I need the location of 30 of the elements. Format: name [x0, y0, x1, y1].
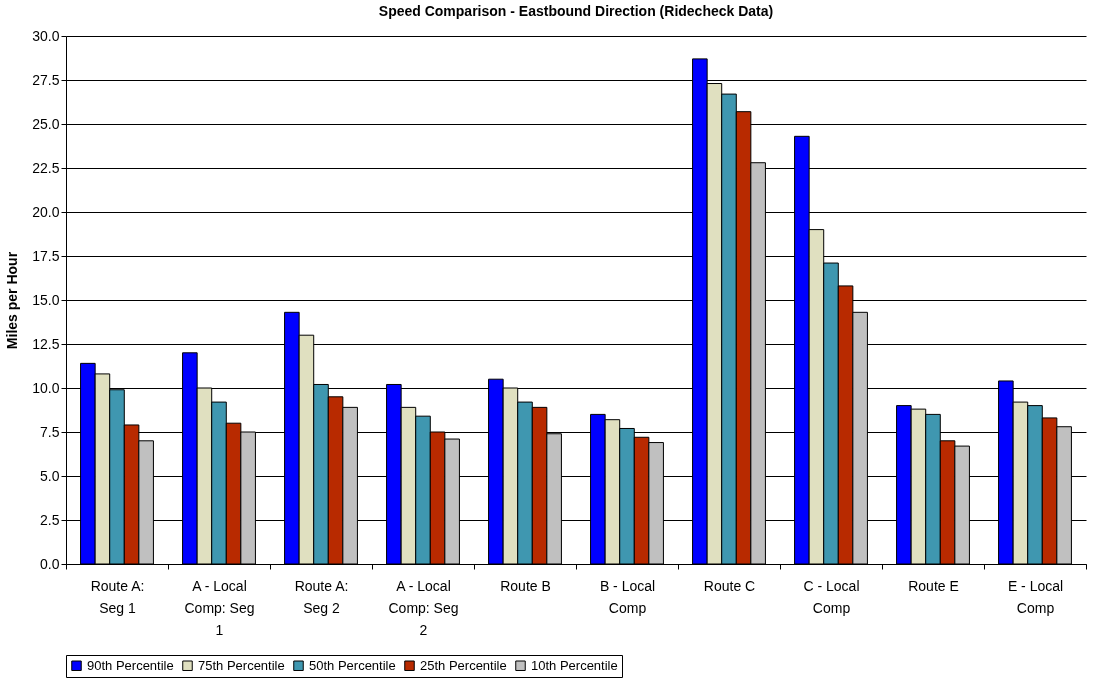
x-tick-label: A - Local Comp: Seg 1: [184, 577, 255, 638]
legend-label: 10th Percentile: [531, 657, 618, 673]
x-tick-label: B - Local Comp: [599, 577, 656, 616]
y-tick-label: 5.0: [40, 467, 60, 484]
y-axis-title: Miles per Hour: [4, 251, 21, 350]
y-tick-label: 12.5: [32, 335, 60, 352]
x-tick-label: Route B: [500, 577, 551, 594]
y-tick-label: 30.0: [32, 27, 60, 44]
x-tick-label: Route C: [703, 577, 756, 594]
x-tick-label: A - Local Comp: Seg 2: [388, 577, 459, 638]
y-tick-label: 0.0: [40, 555, 60, 572]
legend-label: 90th Percentile: [87, 657, 174, 673]
x-tick-label: Route A: Seg 2: [294, 577, 349, 616]
y-tick-label: 27.5: [32, 71, 60, 88]
x-tick-label: C - Local Comp: [803, 577, 860, 616]
y-tick-label: 10.0: [32, 379, 60, 396]
y-tick-label: 2.5: [40, 511, 60, 528]
legend-label: 50th Percentile: [309, 657, 396, 673]
chart-title: Speed Comparison - Eastbound Direction (Ridecheck Data): [378, 3, 774, 19]
y-tick-label: 17.5: [32, 247, 60, 264]
y-tick-label: 20.0: [32, 203, 60, 220]
y-tick-label: 25.0: [32, 115, 60, 132]
y-tick-label: 15.0: [32, 291, 60, 308]
y-tick-label: 7.5: [40, 423, 60, 440]
x-tick-label: E - Local Comp: [1007, 577, 1064, 616]
legend-label: 75th Percentile: [198, 657, 285, 673]
x-tick-label: Route A: Seg 1: [90, 577, 145, 616]
x-tick-label: Route E: [908, 577, 959, 594]
legend-label: 25th Percentile: [420, 657, 507, 673]
y-tick-label: 22.5: [32, 159, 60, 176]
